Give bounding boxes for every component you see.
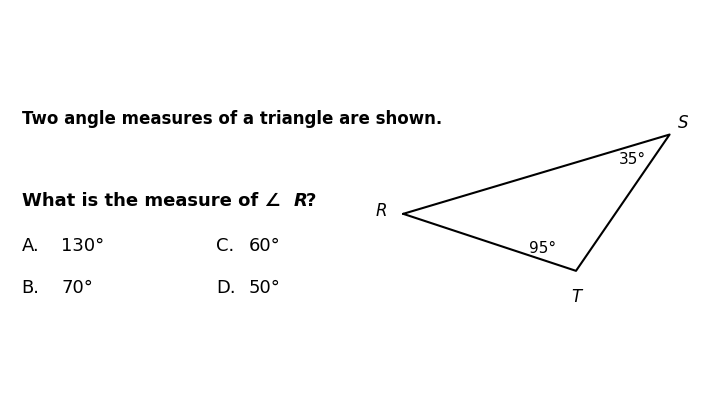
Text: 50°: 50°	[248, 279, 280, 297]
Text: 60°: 60°	[248, 237, 280, 255]
Text: R: R	[376, 202, 387, 220]
Text: Suggested Practice #1 with Angles of Triangles: Suggested Practice #1 with Angles of Tri…	[16, 13, 648, 37]
Text: S: S	[678, 114, 689, 132]
Text: A.: A.	[22, 237, 40, 255]
Text: 95°: 95°	[529, 241, 557, 256]
Text: 35°: 35°	[619, 152, 647, 167]
Text: Department of Learning and Innovation: Department of Learning and Innovation	[14, 382, 186, 392]
Text: ?: ?	[306, 192, 316, 211]
Text: C.: C.	[216, 237, 234, 255]
Text: 130°: 130°	[61, 237, 104, 255]
Text: Department of Student Assessment, Accountability & ESEA Programs: Department of Student Assessment, Accoun…	[14, 362, 314, 371]
Text: Two angle measures of a triangle are shown.: Two angle measures of a triangle are sho…	[22, 110, 442, 128]
Text: T: T	[571, 288, 581, 306]
Text: R: R	[294, 192, 307, 211]
Text: B.: B.	[22, 279, 40, 297]
Text: 28: 28	[351, 367, 369, 383]
Text: (5.13b): (5.13b)	[16, 55, 112, 79]
Text: 70°: 70°	[61, 279, 93, 297]
Text: What is the measure of ∠: What is the measure of ∠	[22, 192, 280, 211]
Text: D.: D.	[216, 279, 235, 297]
